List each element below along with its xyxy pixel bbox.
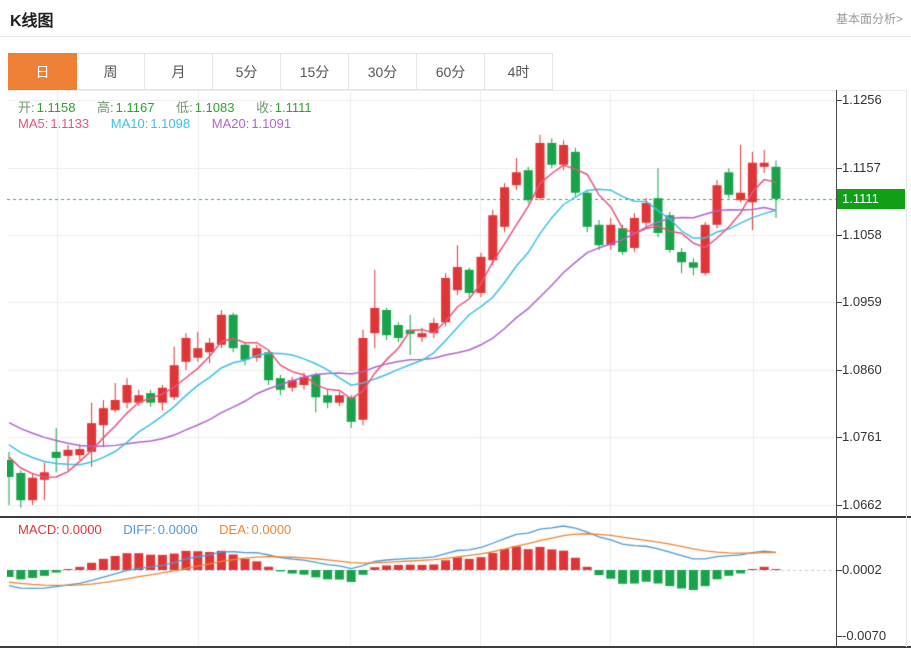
y-axis-tick-label: 0.0002	[842, 562, 882, 577]
y-axis-tick-mark	[836, 636, 842, 637]
y-axis-tick-mark	[836, 168, 842, 169]
close-value: 1.1111	[274, 100, 312, 115]
y-axis-tick-label: 1.0959	[842, 294, 882, 309]
tab-day[interactable]: 日	[8, 53, 77, 90]
ma10-label: MA10:	[110, 116, 149, 131]
chart-bottom-border	[0, 646, 911, 648]
low-value: 1.1083	[194, 100, 235, 115]
y-axis-tick-mark	[836, 505, 842, 506]
y-axis-tick-mark	[836, 100, 842, 101]
page-title: K线图	[10, 13, 54, 30]
tab-m30[interactable]: 30分	[348, 53, 417, 90]
ma5-label: MA5:	[18, 116, 49, 131]
ohlc-readout: 开: 1.1158 高: 1.1167 低: 1.1083 收: 1.1111	[18, 97, 314, 116]
y-axis-tick-label: -0.0070	[842, 628, 887, 643]
dea-label: DEA:	[219, 522, 250, 537]
low-label: 低:	[176, 100, 193, 115]
y-axis-tick-mark	[836, 370, 842, 371]
dea-value: 0.0000	[251, 522, 292, 537]
y-axis-tick-mark	[836, 235, 842, 236]
macd-chart-canvas[interactable]	[7, 517, 836, 647]
right-border	[906, 90, 907, 647]
tab-m15[interactable]: 15分	[280, 53, 349, 90]
y-axis-tick-label: 1.1157	[842, 160, 881, 175]
macd-value: 0.0000	[61, 522, 102, 537]
close-label: 收:	[256, 100, 273, 115]
diff-value: 0.0000	[157, 522, 198, 537]
header-divider	[0, 36, 911, 37]
open-value: 1.1158	[36, 100, 76, 115]
y-axis-tick-mark	[836, 570, 842, 571]
y-axis-tick-mark	[836, 302, 842, 303]
y-axis-tick-label: 1.1058	[842, 227, 882, 242]
y-axis-tick-label: 1.1256	[842, 92, 882, 107]
macd-readout: MACD: 0.0000 DIFF: 0.0000 DEA: 0.0000	[18, 522, 293, 537]
y-axis-tick-label: 1.0761	[842, 429, 882, 444]
tab-month[interactable]: 月	[144, 53, 213, 90]
pane-separator	[0, 516, 911, 518]
fundamental-analysis-link[interactable]: 基本面分析>	[835, 12, 903, 26]
ma10-value: 1.1098	[150, 116, 191, 131]
y-axis-line	[836, 90, 837, 647]
ma5-value: 1.1133	[50, 116, 90, 131]
period-tab-bar: 日周月 5分 15分 30分 60分 4时	[8, 53, 553, 90]
high-value: 1.1167	[115, 100, 155, 115]
y-axis-tick-mark	[836, 437, 842, 438]
ma-readout: MA5: 1.1133 MA10: 1.1098 MA20: 1.1091	[18, 116, 293, 131]
tab-m5[interactable]: 5分	[212, 53, 281, 90]
main-chart-canvas[interactable]	[7, 90, 836, 517]
y-axis-tick-label: 1.0662	[842, 497, 882, 512]
tab-week[interactable]: 周	[76, 53, 145, 90]
ma20-value: 1.1091	[251, 116, 292, 131]
diff-label: DIFF:	[123, 522, 156, 537]
open-label: 开:	[18, 100, 35, 115]
y-axis-tick-label: 1.0860	[842, 362, 882, 377]
tab-m60[interactable]: 60分	[416, 53, 485, 90]
macd-label: MACD:	[18, 522, 60, 537]
last-price-badge: 1.1111	[837, 189, 905, 209]
ma20-label: MA20:	[211, 116, 250, 131]
high-label: 高:	[97, 100, 114, 115]
tab-h4[interactable]: 4时	[484, 53, 553, 90]
